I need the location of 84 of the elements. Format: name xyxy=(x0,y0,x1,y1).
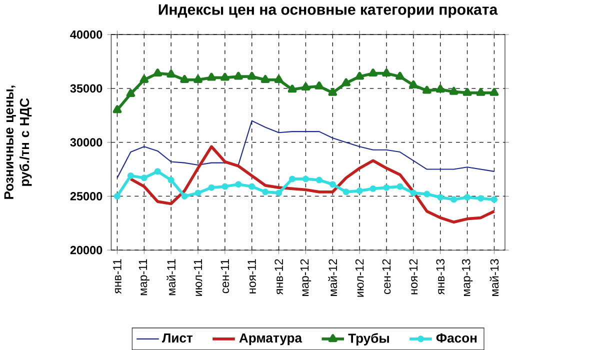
point xyxy=(437,194,444,200)
point xyxy=(342,188,350,196)
legend-label: Лист xyxy=(162,333,193,342)
point xyxy=(422,86,432,94)
point xyxy=(490,88,499,96)
x-tick-label: янв-13 xyxy=(436,259,445,295)
point xyxy=(449,86,458,95)
point xyxy=(180,74,189,83)
point xyxy=(383,184,390,191)
point xyxy=(248,183,256,190)
point xyxy=(168,176,174,184)
point xyxy=(464,194,471,200)
point xyxy=(490,196,498,203)
point xyxy=(194,190,202,196)
point xyxy=(424,190,430,198)
point xyxy=(436,84,445,93)
point xyxy=(153,68,162,76)
point xyxy=(154,168,161,175)
point xyxy=(262,188,269,196)
point xyxy=(476,88,486,96)
point xyxy=(462,88,472,96)
point xyxy=(126,88,136,97)
point xyxy=(166,70,176,78)
point xyxy=(140,74,149,83)
chart-title: Индексы цен на основные категории проката xyxy=(158,4,498,18)
y-tick-label: 35000 xyxy=(70,84,102,93)
y-axis-title: Розничные цены, руб./тн с НДС xyxy=(4,86,32,199)
point xyxy=(260,74,270,83)
point xyxy=(288,84,297,93)
point xyxy=(208,184,215,191)
point xyxy=(328,88,338,96)
point xyxy=(235,180,242,188)
point xyxy=(302,176,309,182)
point xyxy=(222,183,228,190)
x-tick-label: ноя-12 xyxy=(409,259,418,294)
point xyxy=(368,68,378,76)
point xyxy=(477,195,484,202)
point xyxy=(396,183,404,190)
legend-label: Арматура xyxy=(239,333,302,346)
point xyxy=(127,172,134,179)
y-tick-label: 40000 xyxy=(70,30,102,39)
point xyxy=(356,187,363,194)
point xyxy=(396,72,404,80)
point xyxy=(409,80,418,88)
x-tick-label: июл-12 xyxy=(355,259,364,297)
point xyxy=(450,196,458,203)
x-tick-label: май-13 xyxy=(490,259,499,296)
point xyxy=(316,176,322,184)
point xyxy=(355,72,364,80)
point xyxy=(207,72,216,81)
point xyxy=(181,192,188,200)
x-tick-label: май-11 xyxy=(166,259,176,296)
x-tick-label: янв-12 xyxy=(274,259,283,295)
point xyxy=(288,176,296,182)
x-tick-label: мар-13 xyxy=(462,259,473,296)
point xyxy=(329,180,336,188)
point xyxy=(276,190,282,196)
x-tick-label: май-12 xyxy=(328,259,338,296)
y-tick-label: 20000 xyxy=(70,246,102,254)
point xyxy=(274,74,284,83)
point xyxy=(382,68,391,76)
point xyxy=(114,192,120,200)
point xyxy=(342,78,350,86)
x-tick-label: янв-11 xyxy=(113,259,122,294)
point xyxy=(247,72,256,80)
point xyxy=(301,82,310,90)
point xyxy=(410,190,417,196)
x-tick-label: мар-11 xyxy=(138,259,150,295)
y-tick-label: 25000 xyxy=(70,192,102,200)
point xyxy=(112,105,122,114)
legend-label: Фасон xyxy=(436,333,477,343)
x-tick-label: ноя-11 xyxy=(248,259,256,294)
point xyxy=(370,185,376,192)
x-tick-label: мар-12 xyxy=(300,259,312,296)
point xyxy=(234,72,243,80)
point xyxy=(140,174,148,182)
x-tick-label: сен-11 xyxy=(220,259,230,294)
point xyxy=(194,74,202,83)
x-tick-label: сен-12 xyxy=(382,259,391,294)
y-tick-label: 30000 xyxy=(70,138,102,146)
point xyxy=(314,81,324,90)
point xyxy=(220,72,230,81)
legend-label: Трубы xyxy=(348,333,389,346)
x-tick-label: июл-11 xyxy=(194,259,202,296)
